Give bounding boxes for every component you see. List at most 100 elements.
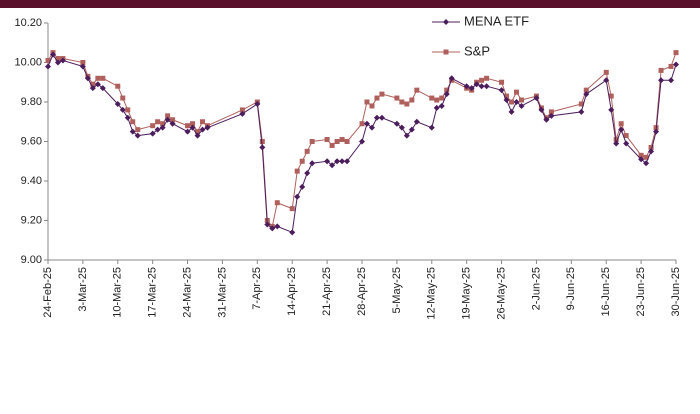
data-point	[444, 87, 450, 93]
data-point	[134, 132, 141, 139]
data-point	[398, 124, 405, 131]
data-point	[518, 102, 525, 109]
data-point	[414, 87, 420, 93]
data-point	[59, 57, 66, 64]
data-point	[304, 170, 311, 177]
data-point	[299, 183, 306, 190]
data-point	[89, 85, 96, 92]
data-point	[339, 137, 345, 143]
data-point	[254, 100, 261, 107]
data-point	[359, 121, 365, 127]
data-point	[668, 77, 675, 84]
data-point	[603, 69, 609, 75]
data-point	[374, 95, 380, 101]
data-point	[513, 99, 520, 105]
data-point	[533, 95, 540, 102]
data-point	[648, 144, 654, 150]
data-point	[119, 106, 126, 113]
data-point	[618, 121, 624, 127]
data-point	[304, 148, 310, 154]
x-tick-label: 30-Jun-25	[670, 267, 682, 317]
x-tick-label: 26-May-25	[495, 267, 507, 320]
data-point	[99, 85, 106, 92]
data-point	[439, 95, 445, 101]
x-tick-label: 12-May-25	[426, 267, 438, 320]
x-tick-label: 9-Jun-25	[565, 267, 577, 310]
data-point	[49, 51, 56, 58]
data-point	[259, 144, 266, 151]
data-point	[373, 114, 380, 121]
data-point	[608, 93, 614, 99]
data-point	[339, 158, 346, 165]
data-point	[369, 103, 375, 109]
data-point	[673, 61, 679, 68]
data-point	[473, 81, 480, 88]
data-point	[653, 128, 660, 135]
x-tick-label: 7-Apr-25	[251, 267, 263, 310]
data-point	[603, 77, 610, 84]
y-tick-label: 9.00	[21, 254, 42, 266]
data-point	[409, 97, 415, 103]
data-point	[79, 63, 86, 70]
data-point	[643, 160, 650, 167]
data-point	[504, 93, 510, 99]
data-point	[668, 63, 674, 69]
data-point	[289, 206, 295, 212]
data-point	[274, 223, 281, 230]
data-point	[189, 124, 196, 131]
data-point	[613, 140, 620, 147]
data-point	[623, 133, 629, 139]
data-point	[378, 114, 385, 121]
data-point	[324, 158, 331, 165]
data-point	[169, 120, 176, 127]
data-point	[508, 108, 515, 115]
y-tick-label: 10.20	[14, 17, 42, 29]
data-point	[344, 158, 351, 165]
y-tick-label: 9.40	[21, 175, 42, 187]
data-point	[478, 83, 485, 90]
x-tick-label: 10-Mar-25	[112, 267, 124, 318]
data-point	[170, 117, 176, 123]
data-point	[294, 193, 301, 200]
data-point	[479, 77, 485, 83]
y-tick-label: 9.60	[21, 135, 42, 147]
x-tick-label: 21-Apr-25	[321, 267, 333, 316]
data-point	[503, 97, 510, 104]
data-point	[269, 225, 276, 232]
data-point	[195, 129, 201, 135]
data-point	[638, 152, 644, 158]
data-point	[324, 137, 330, 143]
legend-marker	[443, 19, 449, 25]
data-point	[159, 124, 166, 131]
data-point	[344, 139, 350, 144]
data-point	[463, 83, 470, 90]
data-point	[334, 139, 340, 144]
data-point	[124, 114, 131, 121]
data-point	[518, 97, 524, 103]
data-point	[428, 124, 435, 131]
x-tick-label: 19-May-25	[461, 267, 473, 320]
legend-label: MENA ETF	[464, 13, 529, 28]
data-point	[578, 101, 584, 107]
data-point	[165, 113, 171, 119]
data-point	[84, 75, 91, 82]
data-point	[299, 158, 305, 164]
x-tick-label: 24-Feb-25	[42, 267, 54, 318]
data-point	[129, 128, 136, 135]
data-point	[543, 116, 550, 123]
data-point	[80, 60, 86, 65]
data-point	[648, 148, 655, 155]
data-point	[583, 87, 589, 93]
data-point	[204, 124, 211, 131]
data-point	[200, 119, 206, 125]
data-point	[149, 130, 156, 137]
data-point	[429, 95, 435, 101]
data-point	[548, 109, 554, 115]
data-point	[399, 99, 405, 105]
data-point	[403, 132, 410, 139]
data-point	[329, 142, 335, 148]
data-point	[499, 79, 505, 85]
data-point	[120, 95, 126, 101]
data-point	[364, 99, 370, 105]
data-point	[404, 101, 410, 107]
